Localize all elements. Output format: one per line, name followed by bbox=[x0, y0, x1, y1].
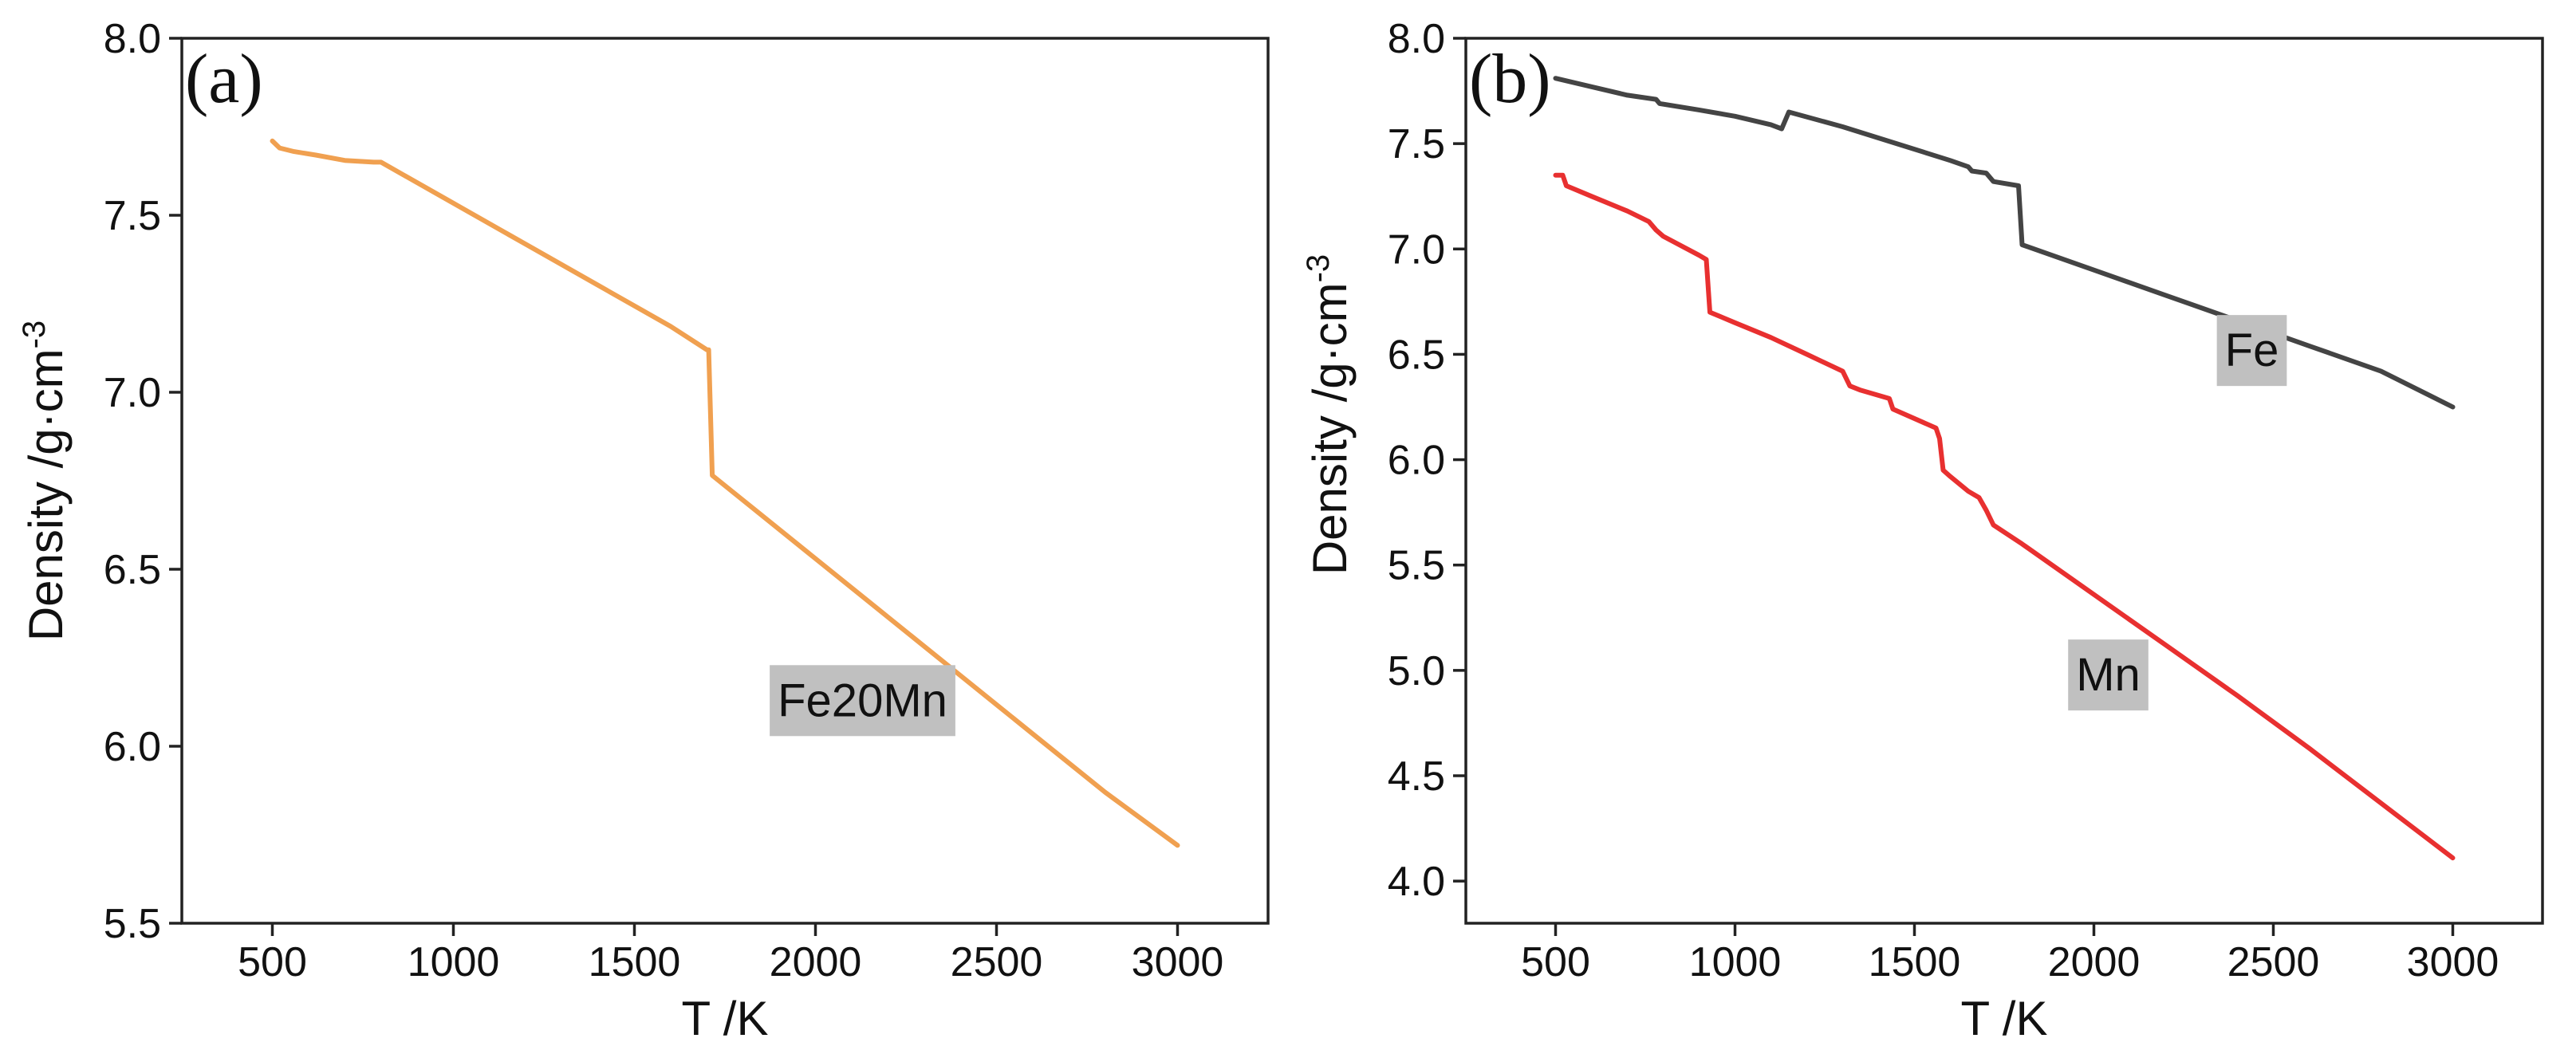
panel-b-y-tick-label-4: 4.0 bbox=[1388, 859, 1445, 905]
panel-b-x-axis-title: T /K bbox=[1961, 992, 2048, 1045]
panel-a-series-fe20mn-line bbox=[270, 138, 1180, 848]
panel-a-ticks: 500 1000 1500 2000 2500 3000 5.5 6.0 6.5 7.0 7.5 8.… bbox=[104, 16, 1224, 985]
panel-b-series bbox=[1553, 76, 2456, 861]
panel-a-x-axis-title: T /K bbox=[682, 992, 769, 1045]
panel-b-label-mn: Mn bbox=[2076, 649, 2141, 701]
panel-b-plot-frame bbox=[1464, 37, 2544, 925]
panel-a-series bbox=[270, 138, 1180, 848]
panel-b-y-tick-label-5: 5.0 bbox=[1388, 648, 1445, 694]
panel-b-y-tick-label-6.5: 6.5 bbox=[1388, 332, 1445, 378]
panel-b-y-tick-label-4.5: 4.5 bbox=[1388, 753, 1445, 800]
panel-a-x-tick-label-1500: 1500 bbox=[589, 939, 681, 985]
panel-b-x-tick-label-2000: 2000 bbox=[2048, 939, 2141, 985]
panel-a-plot-frame bbox=[180, 37, 1270, 925]
panel-b-x-tick-label-2500: 2500 bbox=[2227, 939, 2320, 985]
panel-a-y-tick-label-6: 6.0 bbox=[104, 724, 161, 770]
panel-a-x-tick-label-3000: 3000 bbox=[1132, 939, 1224, 985]
panel-b-y-tick-label-7.5: 7.5 bbox=[1388, 121, 1445, 167]
panel-b-label-box-mn bbox=[2068, 639, 2149, 711]
panel-a-y-axis-title-exponent: -3 bbox=[17, 321, 52, 349]
panel-a-y-tick-label-8: 8.0 bbox=[104, 16, 161, 62]
panel-b-x-tick-label-1500: 1500 bbox=[1869, 939, 1961, 985]
panel-a-x-tick-label-2500: 2500 bbox=[951, 939, 1043, 985]
panel-a-annotations: Fe20Mn bbox=[770, 665, 955, 737]
panel-b-y-axis-title-exponent: -3 bbox=[1301, 254, 1336, 283]
panel-a-y-tick-label-7: 7.0 bbox=[104, 370, 161, 416]
panel-b-y-axis-title-main: Density /g·cm bbox=[1303, 282, 1357, 575]
panel-b-y-tick-label-6: 6.0 bbox=[1388, 438, 1445, 484]
panel-a-y-axis-title: Density /g·cm-3 bbox=[17, 321, 73, 641]
panel-a-y-tick-label-5.5: 5.5 bbox=[104, 901, 161, 947]
panel-b-y-tick-label-8: 8.0 bbox=[1388, 16, 1445, 62]
panel-b-y-tick-label-5.5: 5.5 bbox=[1388, 543, 1445, 589]
panel-b-label-box-fe bbox=[2216, 315, 2287, 387]
panel-b-series-fe-line bbox=[1553, 76, 2456, 410]
panel-b-x-tick-label-3000: 3000 bbox=[2407, 939, 2499, 985]
panel-b-ticks: 500 1000 1500 2000 2500 3000 4.0 4.5 5.0 5.5 6.0 6.… bbox=[1388, 16, 2499, 985]
panel-b: 500 1000 1500 2000 2500 3000 4.0 4.5 5.0 5.5 6.0 6.… bbox=[1301, 16, 2544, 1045]
panel-b-label: (b) bbox=[1469, 41, 1551, 118]
panel-a-x-tick-label-2000: 2000 bbox=[770, 939, 862, 985]
panel-a-label-box-fe20mn bbox=[770, 665, 955, 737]
panel-b-y-axis-title: Density /g·cm-3 bbox=[1301, 254, 1357, 575]
panel-a-y-axis-title-main: Density /g·cm bbox=[19, 348, 73, 641]
panel-b-x-tick-label-1000: 1000 bbox=[1689, 939, 1782, 985]
panel-a-x-tick-label-1000: 1000 bbox=[408, 939, 500, 985]
panel-b-y-tick-label-7: 7.0 bbox=[1388, 226, 1445, 273]
panel-b-annotations: Fe Mn bbox=[2068, 315, 2287, 711]
panel-b-x-tick-label-500: 500 bbox=[1521, 939, 1590, 985]
panel-b-label-fe: Fe bbox=[2225, 324, 2279, 376]
panel-a-label-fe20mn: Fe20Mn bbox=[778, 674, 947, 726]
panel-a-y-tick-label-7.5: 7.5 bbox=[104, 193, 161, 239]
panel-a-label: (a) bbox=[185, 41, 263, 118]
panel-a-y-tick-label-6.5: 6.5 bbox=[104, 547, 161, 593]
panel-a: 500 1000 1500 2000 2500 3000 5.5 6.0 6.5 7.0 7.5 8.… bbox=[17, 16, 1270, 1045]
panel-a-x-tick-label-500: 500 bbox=[238, 939, 307, 985]
panel-b-series-mn-line bbox=[1553, 172, 2456, 861]
